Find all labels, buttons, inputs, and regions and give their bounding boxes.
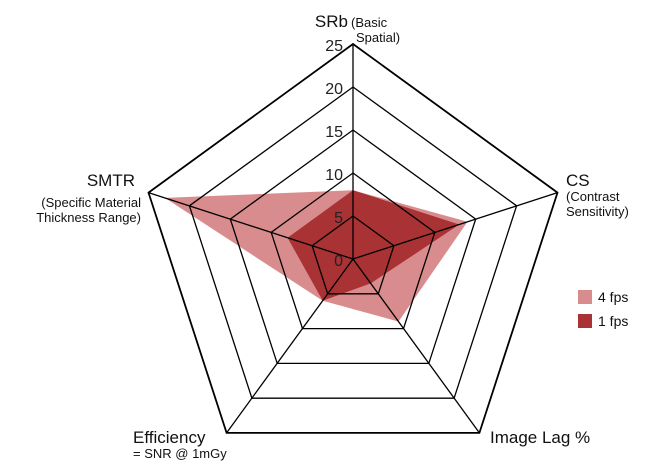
legend-label-1: 1 fps (598, 313, 628, 329)
grid-ring-20 (188, 86, 518, 399)
axis-sublabel-0-0: (Basic (351, 15, 388, 30)
axis-label-4: SMTR (87, 171, 135, 190)
legend-swatch-1 (578, 314, 592, 328)
grid-ring-15 (229, 129, 477, 365)
series-polygon-1 (287, 190, 460, 301)
axis-sublabel-0-1: Spatial) (356, 30, 400, 45)
spoke-4 (148, 191, 354, 260)
axis-sublabel-3-0: = SNR @ 1mGy (133, 446, 227, 461)
series-layer (164, 190, 468, 322)
tick-label-15: 15 (325, 124, 343, 141)
legend-label-0: 4 fps (598, 289, 628, 305)
spoke-1 (352, 191, 558, 260)
tick-label-5: 5 (334, 210, 343, 227)
tick-label-0: 0 (334, 253, 343, 270)
axis-sublabel-1-0: (Contrast (566, 189, 620, 204)
axis-label-3: Efficiency (133, 428, 206, 447)
axis-sublabel-4-0: (Specific Material (41, 195, 141, 210)
grid-ring-5 (311, 215, 395, 295)
grid-ring-25 (147, 42, 559, 434)
tick-label-20: 20 (325, 81, 343, 98)
grid-ring-10 (270, 172, 436, 330)
axis-label-0: SRb (315, 12, 348, 31)
axis-sublabel-1-1: Sensitivity) (566, 204, 629, 219)
axis-label-2: Image Lag % (490, 428, 590, 447)
tick-label-25: 25 (325, 38, 343, 55)
spoke-2 (352, 258, 480, 434)
tick-label-10: 10 (325, 167, 343, 184)
axis-sublabel-4-1: Thickness Range) (36, 210, 141, 225)
axis-label-1: CS (566, 171, 590, 190)
legend: 4 fps 1 fps (578, 289, 628, 329)
spoke-3 (226, 258, 354, 434)
legend-swatch-0 (578, 290, 592, 304)
tick-layer: 0 5 10 15 20 25 (325, 38, 343, 270)
grid-layer (147, 42, 559, 434)
